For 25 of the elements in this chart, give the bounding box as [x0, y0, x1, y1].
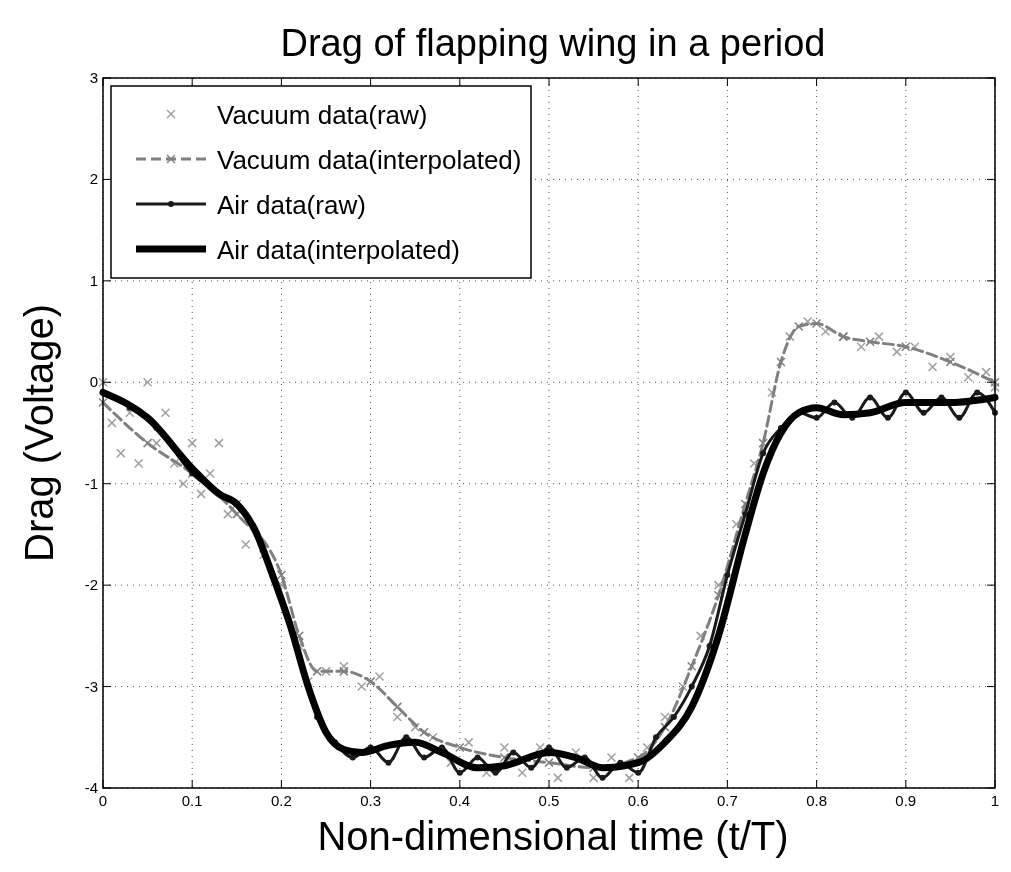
chart-title: Drag of flapping wing in a period — [280, 22, 826, 64]
x-tick-label: 0.2 — [270, 792, 292, 809]
y-tick-label: -2 — [84, 576, 98, 594]
x-tick-label: 0.3 — [360, 792, 382, 809]
legend-label: Vacuum data(interpolated) — [217, 145, 522, 175]
x-tick-label: 0.7 — [716, 792, 738, 809]
x-tick-label: 0.5 — [538, 792, 560, 809]
y-axis-title: Drag (Voltage) — [17, 304, 61, 562]
x-axis-title: Non-dimensional time (t/T) — [317, 814, 789, 858]
x-tick-label: 0.9 — [895, 792, 917, 809]
x-tick-label: 0.4 — [449, 792, 471, 809]
legend-label: Air data(raw) — [217, 190, 366, 220]
y-tick-label: 0 — [89, 373, 98, 391]
y-tick-label: -4 — [84, 779, 98, 796]
y-tick-label: -3 — [84, 677, 98, 695]
y-tick-label: 1 — [89, 271, 98, 289]
legend-label: Vacuum data(raw) — [217, 100, 428, 130]
y-tick-label: 2 — [89, 170, 98, 188]
x-tick-label: 0.6 — [627, 792, 649, 809]
y-tick-label: -1 — [84, 474, 98, 492]
x-tick-label: 1 — [990, 792, 1000, 809]
legend-label: Air data(interpolated) — [217, 235, 460, 265]
x-tick-label: 0.8 — [806, 792, 828, 809]
x-tick-label: 0.1 — [181, 792, 203, 809]
y-tick-label: 3 — [89, 69, 98, 86]
